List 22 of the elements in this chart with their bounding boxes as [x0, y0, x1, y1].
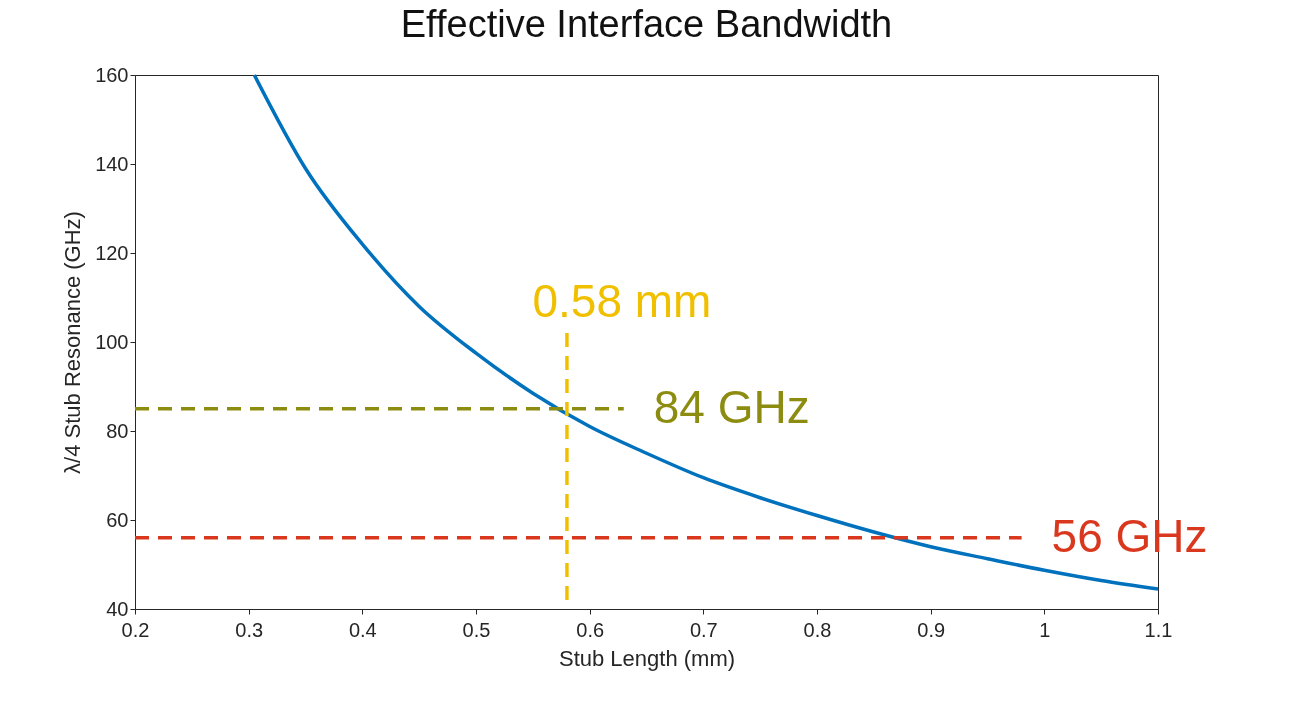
y-tick-label: 120 — [95, 241, 129, 264]
annotation: 0.58 mm — [532, 274, 712, 327]
y-tick-label: 100 — [95, 330, 129, 353]
x-tick-label: 0.6 — [576, 618, 605, 641]
x-tick-label: 0.2 — [121, 618, 150, 641]
x-tick-label: 0.3 — [235, 618, 264, 641]
y-tick-label: 40 — [106, 597, 129, 620]
x-tick-label: 0.8 — [803, 618, 832, 641]
x-tick-label: 1 — [1039, 618, 1051, 641]
x-axis-title: Stub Length (mm) — [558, 645, 736, 671]
x-tick-label: 0.7 — [689, 618, 718, 641]
x-tick-label: 0.9 — [917, 618, 946, 641]
y-tick-label: 160 — [95, 63, 129, 86]
x-tick-label: 1.1 — [1144, 618, 1173, 641]
y-tick-label: 80 — [106, 419, 129, 442]
x-tick-label: 0.4 — [348, 618, 377, 641]
annotation: 84 GHz — [653, 380, 810, 433]
y-axis-title: λ/4 Stub Resonance (GHz) — [60, 211, 86, 474]
y-tick-label: 60 — [106, 508, 129, 531]
chart-title: Effective Interface Bandwidth — [400, 3, 893, 45]
y-tick-label: 140 — [95, 152, 129, 175]
x-tick-label: 0.5 — [462, 618, 491, 641]
